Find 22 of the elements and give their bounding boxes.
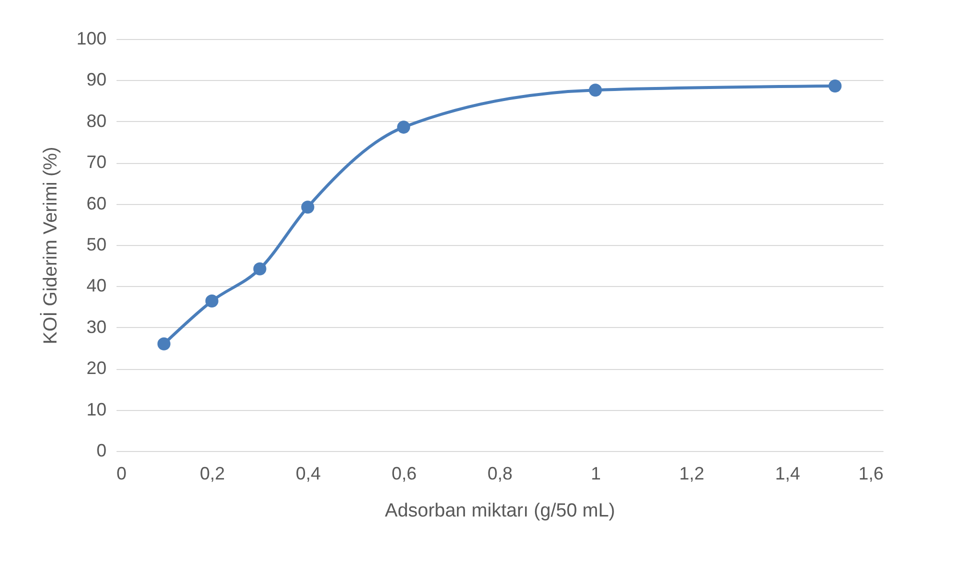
- y-tick-label: 100: [76, 28, 106, 48]
- y-tick-label: 70: [86, 152, 106, 172]
- y-tick-label: 90: [86, 70, 106, 90]
- x-tick-label: 0,8: [487, 464, 513, 484]
- x-tick-label: 0,6: [392, 464, 417, 484]
- y-tick-label: 10: [86, 399, 106, 420]
- y-tick-label: 40: [86, 276, 106, 296]
- y-tick-label: 20: [86, 358, 106, 378]
- x-tick-label: 1,6: [858, 464, 884, 484]
- x-tick-label: 0,2: [200, 464, 225, 484]
- x-tick-label: 1,4: [775, 464, 800, 484]
- y-axis-title: KOİ Giderim Verimi (%): [39, 146, 62, 344]
- y-tick-label: 80: [86, 110, 106, 131]
- x-tick-label: 1,2: [679, 464, 704, 484]
- y-tick-label: 30: [86, 316, 106, 337]
- y-tick-label: 50: [86, 234, 106, 254]
- x-tick-label: 0,4: [296, 464, 321, 484]
- y-tick-label: 60: [86, 193, 106, 214]
- x-tick-label: 0: [116, 464, 127, 484]
- x-axis-title: Adsorban miktarı (g/50 mL): [384, 500, 616, 522]
- x-tick-label: 1: [590, 464, 601, 484]
- y-tick-label: 0: [96, 440, 106, 460]
